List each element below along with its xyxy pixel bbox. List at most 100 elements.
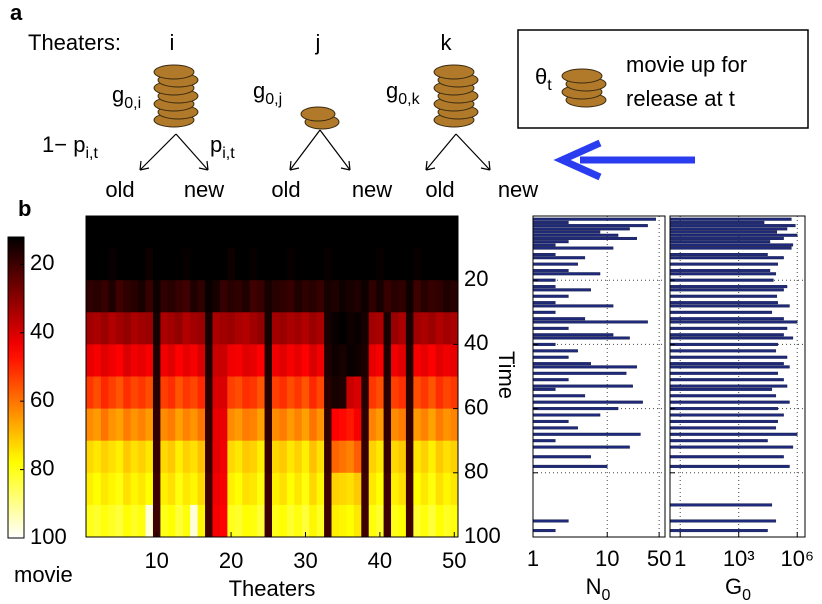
heat-cell: [279, 376, 288, 410]
heat-cell: [249, 280, 258, 313]
bar: [532, 336, 630, 340]
heat-cell: [309, 504, 318, 538]
heat-cell: [286, 440, 295, 474]
heat-cell: [264, 248, 273, 281]
heat-cell: [190, 408, 199, 442]
heat-cell: [227, 504, 236, 538]
bar: [669, 326, 788, 330]
heat-cell: [376, 440, 385, 474]
heat-cell: [86, 248, 94, 281]
heat-cell: [264, 504, 273, 538]
heat-cell: [331, 312, 340, 345]
heat-cell: [264, 408, 273, 442]
heat-cell: [234, 440, 243, 474]
heat-cell: [264, 440, 273, 474]
heat-cell: [100, 504, 109, 538]
heat-cell: [212, 248, 221, 281]
theta-sub: t: [547, 77, 552, 94]
heat-cell: [353, 280, 362, 313]
heat-cell: [152, 216, 161, 249]
heat-cell: [443, 504, 452, 538]
colorbar-tick-label: 80: [30, 455, 54, 480]
heat-cell: [279, 440, 288, 474]
heat-cell: [450, 312, 459, 345]
heat-cell: [86, 344, 94, 377]
bar: [669, 384, 788, 388]
heat-cell: [346, 280, 355, 313]
heat-cell: [324, 408, 333, 442]
heat-cell: [443, 248, 452, 281]
heat-cell: [197, 344, 206, 377]
heat-cell: [205, 408, 213, 442]
heat-cell: [405, 504, 414, 538]
heat-cell: [331, 440, 340, 474]
heat-cell: [86, 440, 94, 474]
x-tick-label: 30: [293, 548, 317, 573]
bar: [532, 220, 569, 224]
heat-cell: [398, 248, 407, 281]
heat-cell: [391, 280, 399, 313]
heat-cell: [152, 504, 161, 538]
heat-cell: [272, 344, 280, 377]
heat-cell: [167, 504, 176, 538]
heat-cell: [123, 280, 132, 313]
coin: [433, 64, 475, 80]
heat-cell: [182, 280, 191, 313]
heat-cell: [205, 216, 213, 249]
heat-cell: [138, 248, 147, 281]
x-tick-label: 50: [647, 546, 671, 571]
bar: [532, 365, 637, 369]
heat-cell: [309, 472, 318, 506]
heat-cell: [272, 472, 280, 506]
heat-cell: [219, 344, 228, 377]
heat-cell: [212, 344, 221, 377]
heat-cell: [212, 280, 221, 313]
heat-cell: [443, 440, 452, 474]
heat-cell: [152, 248, 161, 281]
heat-cell: [443, 312, 452, 345]
heat-cell: [353, 376, 362, 410]
bar: [669, 227, 788, 231]
heat-cell: [338, 440, 347, 474]
x-tick-label: 10: [144, 548, 168, 573]
heat-cell: [413, 312, 422, 345]
heat-cell: [152, 408, 161, 442]
heat-cell: [279, 472, 288, 506]
colorbar-tick-label: 60: [30, 387, 54, 412]
heat-cell: [190, 440, 199, 474]
heat-cell: [175, 344, 184, 377]
heat-cell: [376, 344, 385, 377]
g-main: g: [253, 78, 265, 103]
heat-cell: [219, 504, 228, 538]
heat-cell: [346, 504, 355, 538]
heat-cell: [443, 344, 452, 377]
heat-cell: [257, 376, 266, 410]
heat-cell: [93, 248, 102, 281]
heat-cell: [279, 344, 288, 377]
heat-cell: [152, 376, 161, 410]
heat-cell: [331, 216, 340, 249]
heat-cell: [130, 280, 139, 313]
heat-cell: [420, 248, 429, 281]
heat-cell: [100, 376, 109, 410]
heat-cell: [450, 344, 459, 377]
bar: [669, 304, 790, 308]
heat-cell: [443, 216, 452, 249]
heat-cell: [368, 504, 377, 538]
heat-cell: [93, 504, 102, 538]
heat-cell: [138, 504, 147, 538]
bar: [532, 378, 569, 382]
heat-cell: [115, 440, 124, 474]
bar: [532, 285, 556, 289]
bar: [669, 256, 784, 260]
bar: [669, 400, 790, 404]
prob-main: 1− p: [42, 132, 85, 157]
heat-cell: [197, 376, 206, 410]
heat-cell: [249, 504, 258, 538]
heat-cell: [152, 440, 161, 474]
heat-cell: [257, 472, 266, 506]
heat-cell: [376, 472, 385, 506]
panel-label: a: [10, 0, 23, 25]
heat-cell: [331, 344, 340, 377]
